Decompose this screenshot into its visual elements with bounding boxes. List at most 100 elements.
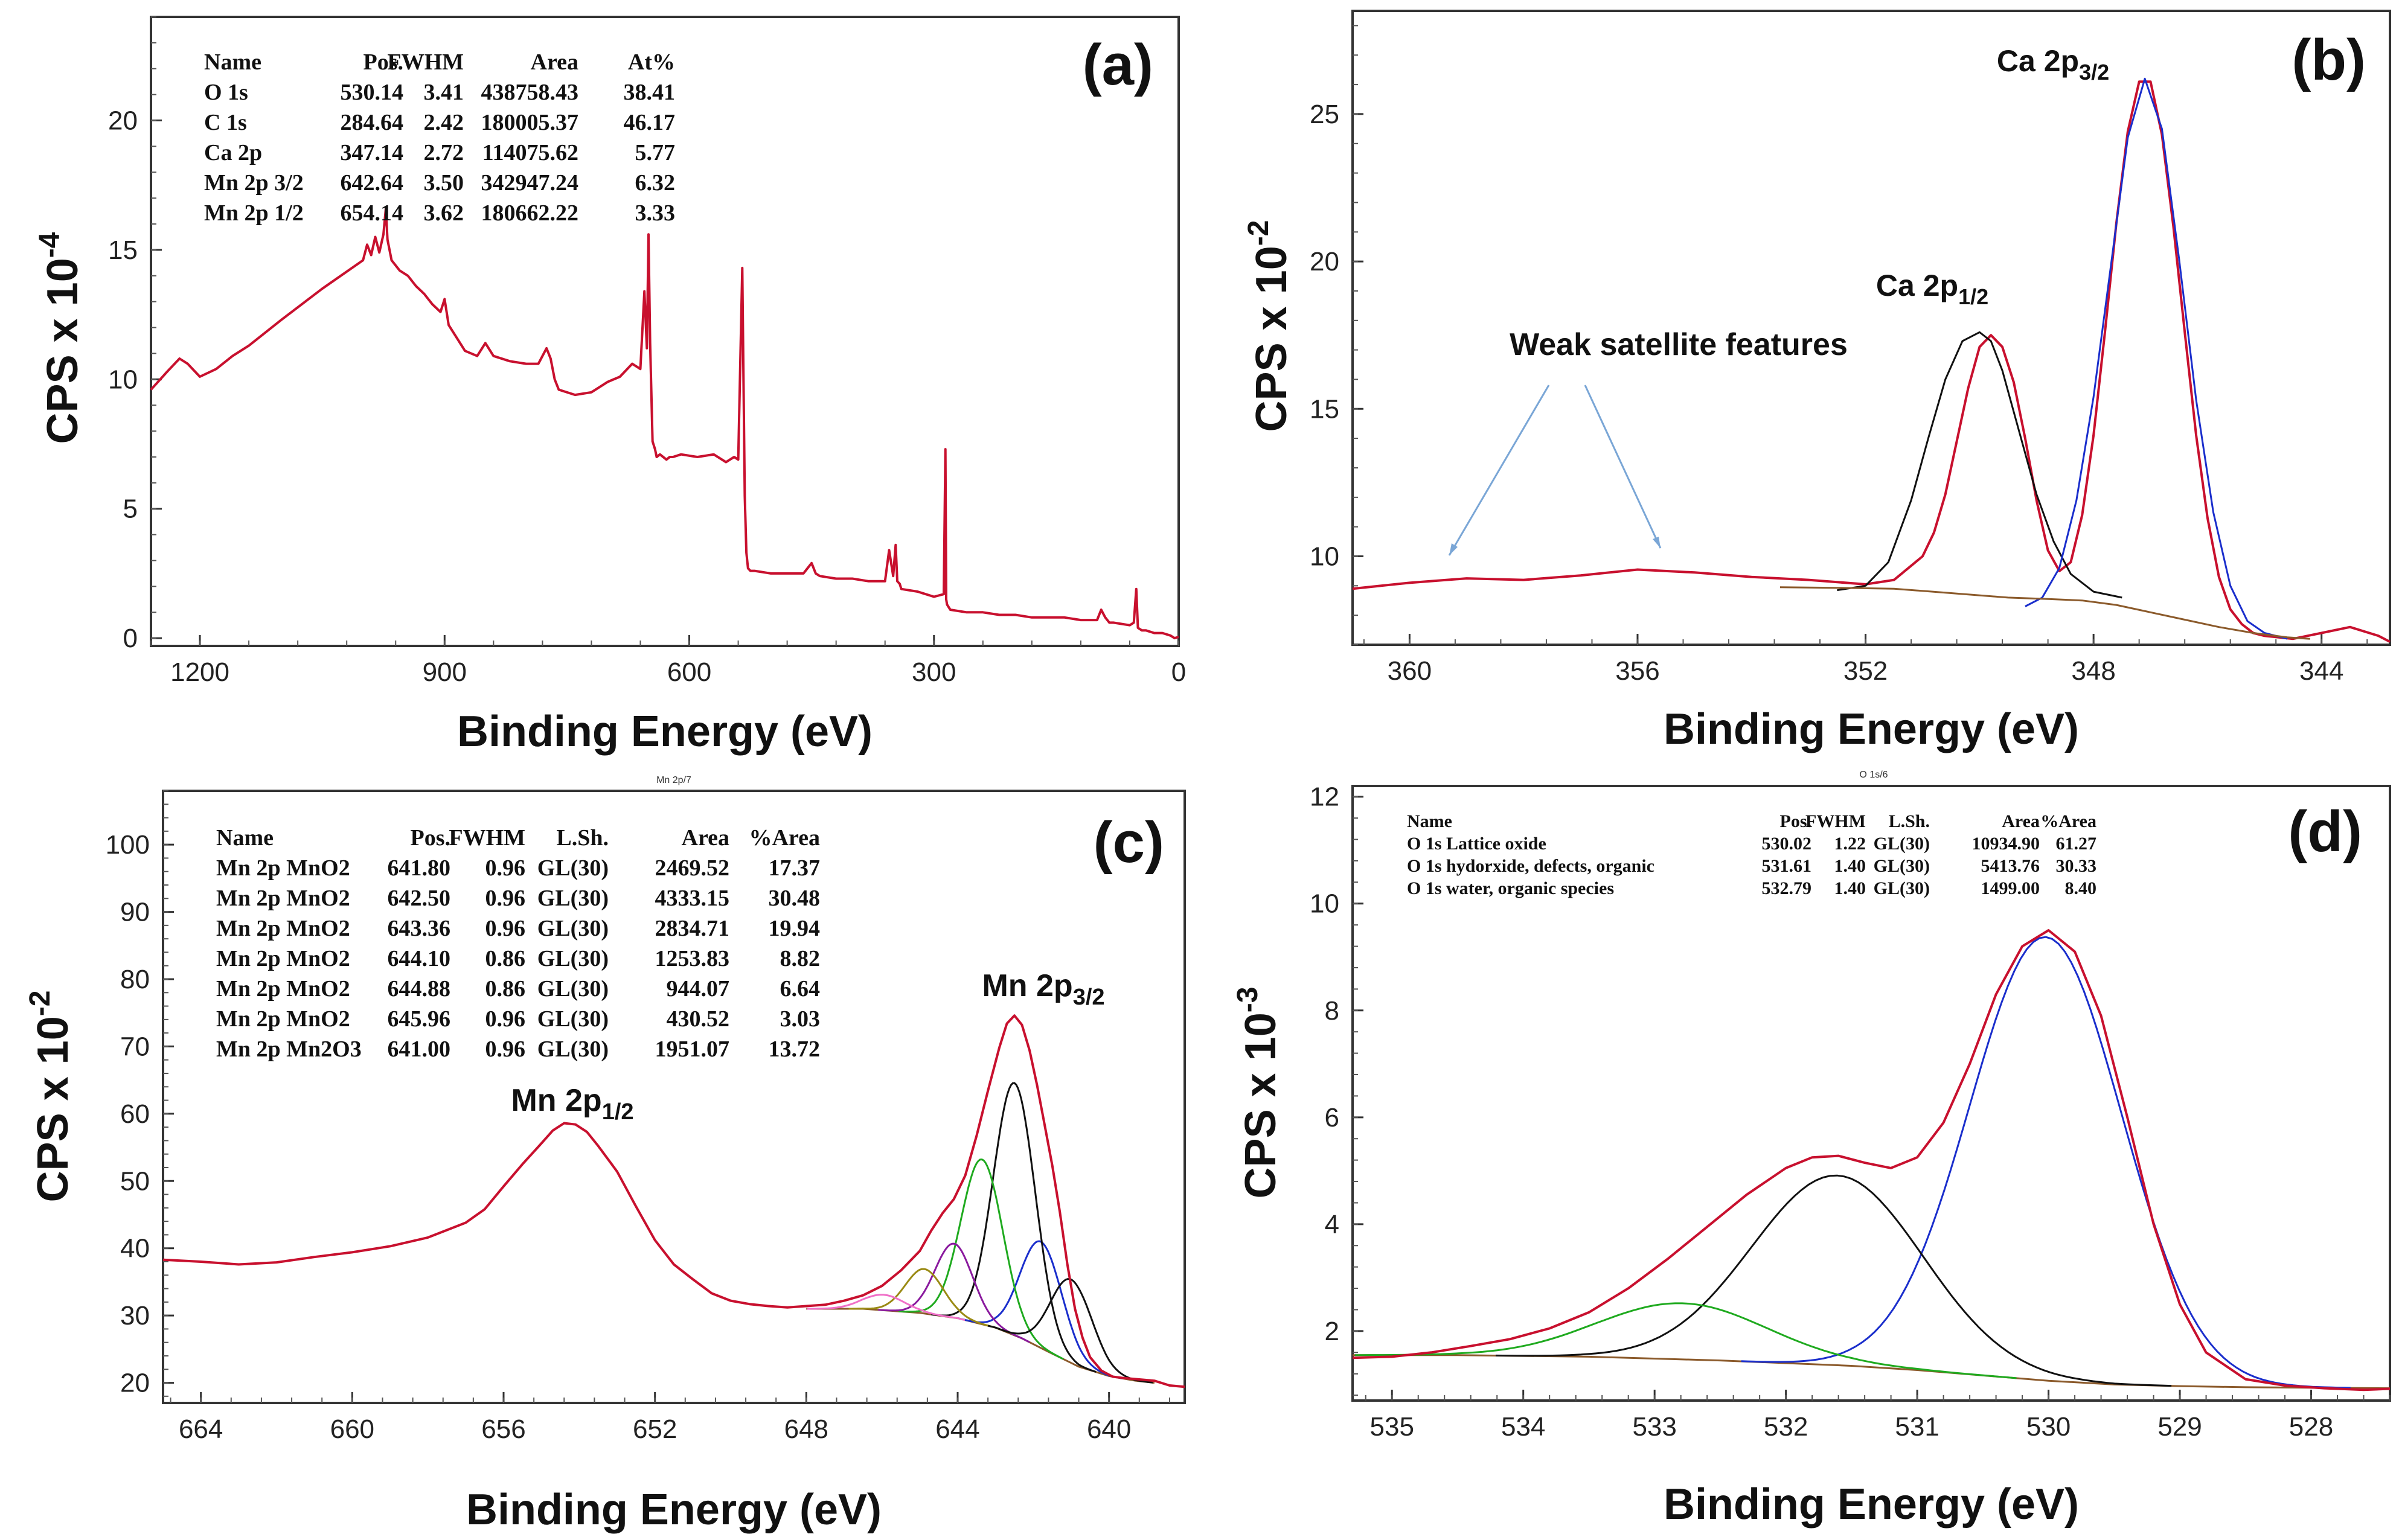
- panel-b-annotation-ca2p32: Ca 2p3/2: [1997, 44, 2109, 85]
- panel-d-x-tick-label: 534: [1501, 1412, 1545, 1442]
- panel-c-x-tick-label: 652: [633, 1414, 677, 1444]
- panel-c: Mn 2p/7 20 30 40 50 60 70 80 90 100 664 660 656 652…: [24, 775, 1186, 1534]
- panel-b-y-axis-label: CPS x 10-2: [1243, 220, 1296, 432]
- panel-c-x-tick-label: 640: [1087, 1414, 1131, 1444]
- panel-d-table-cell: 61.27: [2056, 834, 2097, 854]
- panel-b-satellite-arrowhead-left: [1449, 543, 1458, 555]
- panel-c-table-header-cell: Pos.: [411, 825, 451, 851]
- panel-d-table-cell: 8.40: [2065, 878, 2097, 898]
- panel-a-table-cell: O 1s: [204, 80, 248, 105]
- panel-c-table-cell: GL(30): [537, 855, 609, 881]
- panel-a-table-header-cell: At%: [628, 50, 675, 75]
- panel-c-y-ticks: 20 30 40 50 60 70 80 90 100: [106, 790, 174, 1398]
- panel-d-x-tick-label: 535: [1370, 1412, 1414, 1442]
- panel-d-table-cell: GL(30): [1874, 856, 1930, 876]
- panel-a-table-cell: 2.42: [424, 110, 464, 135]
- panel-c-y-axis-label-exp: -2: [24, 991, 56, 1017]
- panel-d-frame: [1351, 785, 2391, 1402]
- panel-d-table-header-cell: %Area: [2040, 811, 2096, 831]
- panel-c-table-cell: 3.03: [780, 1006, 821, 1032]
- panel-c-table-cell: Mn 2p MnO2: [216, 946, 350, 971]
- panel-a-table-cell: 114075.62: [482, 140, 578, 165]
- panel-c-x-tick-label: 660: [330, 1414, 374, 1444]
- panel-d-y-axis-label-main: CPS x 10: [1237, 1012, 1285, 1198]
- panel-c-table-cell: 1253.83: [655, 946, 730, 971]
- panel-c-frame: [162, 790, 1186, 1404]
- panel-c-series: [162, 1014, 1185, 1388]
- panel-a-table-cell: 438758.43: [481, 80, 579, 105]
- panel-d-series: [1352, 929, 2391, 1391]
- panel-c-table-cell: 6.64: [780, 976, 821, 1002]
- panel-d-table-row: O 1s Lattice oxide 530.02 1.22 GL(30) 10934.…: [1407, 834, 2096, 854]
- panel-d-table-cell: 1.40: [1834, 856, 1866, 876]
- panel-c-table-cell: 0.96: [485, 1037, 526, 1062]
- panel-c-table-header-cell: %Area: [749, 825, 821, 851]
- panel-d-table-header-cell: Name: [1407, 811, 1452, 831]
- panel-c-component-line: [930, 1082, 1097, 1373]
- panel-a-y-axis-label-exp: -4: [34, 232, 66, 258]
- panel-b-annotation-satellite: Weak satellite features: [1510, 327, 1848, 362]
- panel-a-x-tick-label: 600: [667, 657, 711, 687]
- panel-a-table-row: Mn 2p 1/2 654.14 3.62 180662.22 3.33: [204, 200, 675, 226]
- panel-d-table-cell: O 1s water, organic species: [1407, 878, 1614, 898]
- panel-c-x-tick-label: 648: [784, 1414, 828, 1444]
- panel-d-title: O 1s/6: [1859, 770, 1888, 780]
- panel-a-table-cell: 5.77: [635, 140, 676, 165]
- panel-c-table-cell: Mn 2p MnO2: [216, 916, 350, 941]
- panel-b-series-background: [1779, 586, 2310, 640]
- panel-c-table-header-row: Name Pos.FWHM L.Sh. Area %Area: [216, 825, 820, 851]
- panel-a-table-cell: 6.32: [635, 170, 676, 196]
- panel-c-table-cell: GL(30): [537, 946, 609, 971]
- panel-d-series-envelope: [1352, 929, 2391, 1391]
- panel-b-annotation-ca2p12-sub: 1/2: [1958, 284, 1988, 309]
- panel-d-table-cell: 5413.76: [1981, 856, 2040, 876]
- panel-b-y-axis-label-exp: -2: [1243, 220, 1275, 246]
- panel-c-y-axis-label: CPS x 10-2: [24, 991, 77, 1203]
- panel-d-table-cell: 532.79: [1762, 878, 1812, 898]
- panel-a-table-row: C 1s 284.64 2.42 180005.37 46.17: [204, 110, 675, 135]
- panel-a-table-cell: 530.14: [341, 80, 404, 105]
- panel-c-y-tick-label: 50: [120, 1166, 150, 1196]
- panel-b-y-tick-label: 15: [1310, 394, 1339, 424]
- panel-c-table-cell: 4333.15: [655, 886, 730, 911]
- panel-c-component-line: [807, 1294, 966, 1321]
- panel-d-y-tick-label: 4: [1325, 1210, 1339, 1239]
- panel-d-table-cell: GL(30): [1874, 878, 1930, 898]
- panel-c-table-cell: Mn 2p MnO2: [216, 886, 350, 911]
- panel-d-x-axis-label: Binding Energy (eV): [1664, 1480, 2079, 1529]
- panel-c-table-cell: 0.86: [485, 976, 526, 1002]
- panel-c-table-row: Mn 2p MnO2 641.80 0.96 GL(30) 2469.52 17.37: [216, 855, 820, 881]
- panel-c-y-tick-label: 90: [120, 898, 150, 927]
- panel-b-series-envelope: [1352, 80, 2391, 643]
- panel-a-table-header-cell: Pos.: [364, 50, 404, 75]
- panel-b-label: (b): [2292, 28, 2366, 92]
- panel-a: 0 5 10 15 20 1200 900 600 300 0 Binding Energy (…: [34, 16, 1186, 756]
- panel-a-table-cell: 180662.22: [481, 200, 579, 226]
- panel-c-annotation-mn2p12-main: Mn 2p: [511, 1083, 601, 1118]
- panel-c-y-tick-label: 20: [120, 1369, 150, 1398]
- panel-d-x-ticks: 535 534 533 532 531 530 529 528: [1365, 1390, 2391, 1442]
- panel-c-table-cell: 30.48: [769, 886, 821, 911]
- panel-a-series: [150, 207, 1179, 640]
- panel-a-y-axis-label: CPS x 10-4: [34, 232, 87, 444]
- panel-d-component-line: [1741, 936, 2351, 1389]
- panel-d-table-cell: GL(30): [1874, 834, 1930, 854]
- panel-b-x-tick-label: 360: [1388, 656, 1432, 686]
- panel-c-table-row: Mn 2p MnO2 644.88 0.86 GL(30) 944.07 6.64: [216, 976, 820, 1002]
- panel-c-annotation-mn2p12-sub: 1/2: [602, 1099, 634, 1125]
- panel-b-frame: [1351, 10, 2391, 646]
- panel-c-x-axis-label: Binding Energy (eV): [466, 1486, 882, 1534]
- panel-d: O 1s/6 2 4 6 8 10 12 535 534 533 532 531 530 529 528…: [1232, 770, 2391, 1529]
- panel-c-table-cell: Mn 2p Mn2O3: [216, 1037, 362, 1062]
- panel-d-table-header-row: Name Pos.FWHM L.Sh. Area %Area: [1407, 811, 2096, 831]
- panel-a-table-cell: 3.50: [424, 170, 464, 196]
- panel-a-table-cell: 642.64: [341, 170, 404, 196]
- panel-c-series-envelope: [162, 1014, 1185, 1388]
- panel-a-table-header-row: Name Pos.FWHM Area At%: [204, 50, 675, 75]
- panel-c-table-row: Mn 2p MnO2 644.10 0.86 GL(30) 1253.83 8.82: [216, 946, 820, 971]
- panel-d-table-header-cell: L.Sh.: [1889, 811, 1930, 831]
- panel-a-table-cell: 284.64: [341, 110, 404, 135]
- panel-c-table-cell: 641.00: [388, 1037, 451, 1062]
- panel-d-y-axis-label-exp: -3: [1232, 987, 1264, 1013]
- panel-a-table-cell: C 1s: [204, 110, 247, 135]
